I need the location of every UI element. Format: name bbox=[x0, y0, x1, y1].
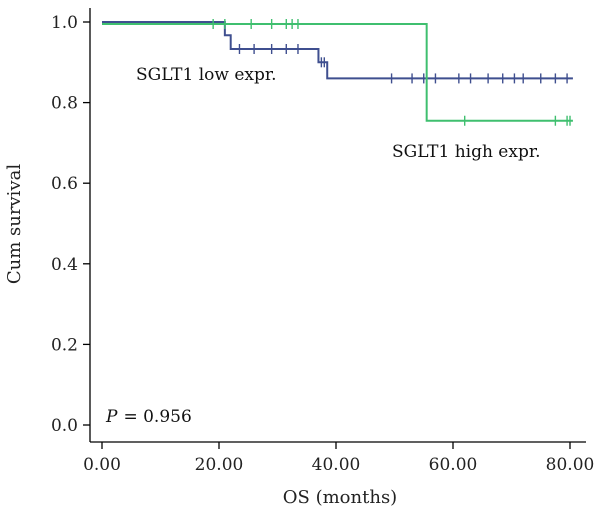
annotation-high-expr: SGLT1 high expr. bbox=[392, 142, 541, 162]
p-value-text: = 0.956 bbox=[123, 407, 191, 427]
p-value-label: P bbox=[105, 407, 118, 427]
x-tick-label: 20.00 bbox=[195, 455, 244, 475]
x-tick-label: 40.00 bbox=[312, 455, 361, 475]
y-tick-label: 0.0 bbox=[51, 416, 78, 436]
censor-marks bbox=[212, 19, 571, 126]
series-line-high-expr bbox=[102, 23, 573, 122]
axes bbox=[89, 8, 586, 443]
annotation-low-expr: SGLT1 low expr. bbox=[136, 65, 277, 85]
x-tick-label: 60.00 bbox=[429, 455, 478, 475]
y-tick-label: 0.8 bbox=[51, 94, 78, 114]
ticks: 0.00 20.00 40.00 60.00 80.00 0.0 0.2 0.4 0.6 0.8 1… bbox=[51, 13, 594, 475]
y-tick-label: 0.2 bbox=[51, 335, 78, 355]
x-axis-title: OS (months) bbox=[283, 487, 397, 508]
x-tick-label: 0.00 bbox=[83, 455, 121, 475]
y-tick-label: 0.6 bbox=[51, 174, 78, 194]
x-tick-label: 80.00 bbox=[546, 455, 595, 475]
y-axis-title: Cum survival bbox=[4, 164, 25, 284]
y-tick-label: 1.0 bbox=[51, 13, 78, 33]
y-tick-label: 0.4 bbox=[51, 255, 78, 275]
p-value: P = 0.956 bbox=[105, 407, 192, 427]
